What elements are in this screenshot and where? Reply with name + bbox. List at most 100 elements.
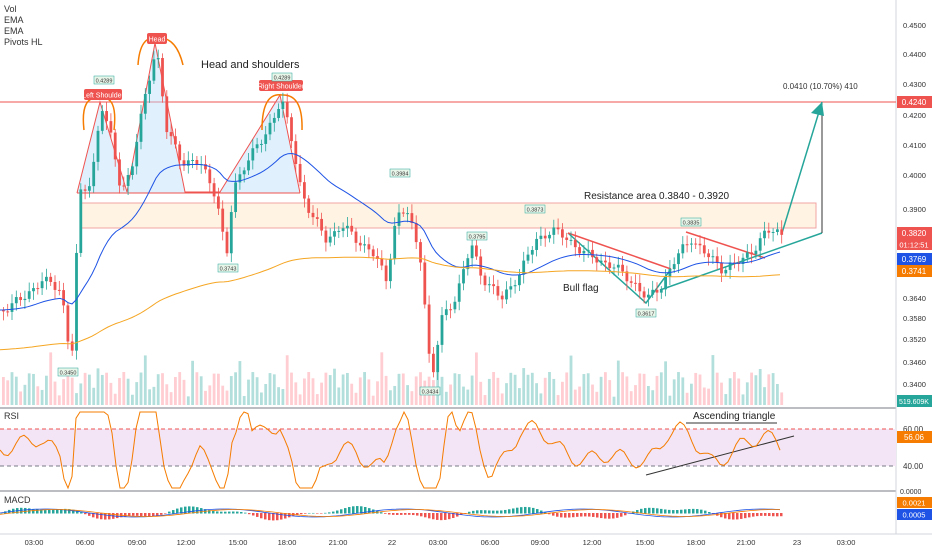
candle[interactable] bbox=[578, 247, 581, 254]
candle[interactable] bbox=[328, 236, 332, 243]
candle[interactable] bbox=[771, 231, 775, 233]
candle[interactable] bbox=[113, 132, 117, 160]
candle[interactable] bbox=[255, 144, 259, 149]
candle[interactable] bbox=[444, 309, 448, 316]
candle[interactable] bbox=[376, 256, 379, 259]
candle[interactable] bbox=[612, 267, 616, 269]
candle[interactable] bbox=[118, 159, 121, 186]
candle[interactable] bbox=[475, 245, 478, 257]
candle[interactable] bbox=[724, 269, 728, 274]
candle[interactable] bbox=[763, 230, 766, 239]
candle[interactable] bbox=[367, 244, 371, 250]
candlesticks[interactable] bbox=[2, 49, 784, 380]
candle[interactable] bbox=[57, 289, 61, 291]
candle[interactable] bbox=[234, 182, 237, 213]
candle[interactable] bbox=[49, 276, 53, 282]
candle[interactable] bbox=[561, 229, 564, 238]
candle[interactable] bbox=[100, 111, 104, 131]
candle[interactable] bbox=[358, 242, 362, 246]
candle[interactable] bbox=[423, 262, 427, 305]
candle[interactable] bbox=[707, 253, 710, 258]
candle[interactable] bbox=[131, 166, 134, 176]
candle[interactable] bbox=[470, 245, 474, 259]
candle[interactable] bbox=[595, 257, 599, 263]
candle[interactable] bbox=[505, 289, 508, 300]
candle[interactable] bbox=[122, 185, 126, 187]
candle[interactable] bbox=[238, 174, 242, 183]
candle[interactable] bbox=[741, 257, 745, 264]
candle[interactable] bbox=[487, 284, 491, 286]
candle[interactable] bbox=[758, 238, 762, 251]
candle[interactable] bbox=[371, 249, 375, 257]
candle[interactable] bbox=[315, 217, 319, 219]
candle[interactable] bbox=[204, 164, 207, 170]
candle[interactable] bbox=[406, 213, 409, 215]
candle[interactable] bbox=[143, 93, 147, 114]
candle[interactable] bbox=[264, 134, 268, 144]
candle[interactable] bbox=[333, 231, 336, 237]
candle[interactable] bbox=[681, 244, 685, 254]
candle[interactable] bbox=[40, 281, 44, 289]
candle[interactable] bbox=[664, 276, 667, 290]
projection-arrow[interactable] bbox=[781, 101, 823, 234]
candle[interactable] bbox=[83, 189, 87, 191]
candle[interactable] bbox=[500, 295, 504, 300]
candle[interactable] bbox=[174, 136, 177, 145]
bull-flag-upper[interactable] bbox=[567, 232, 672, 270]
candle[interactable] bbox=[384, 265, 388, 282]
candle[interactable] bbox=[221, 208, 225, 232]
candle[interactable] bbox=[251, 148, 255, 161]
candle[interactable] bbox=[728, 262, 732, 270]
candle[interactable] bbox=[363, 244, 366, 246]
candle[interactable] bbox=[126, 175, 130, 186]
candle[interactable] bbox=[419, 242, 422, 263]
candle[interactable] bbox=[247, 160, 250, 171]
candle[interactable] bbox=[634, 282, 637, 284]
candle[interactable] bbox=[466, 258, 470, 270]
candle[interactable] bbox=[294, 141, 298, 165]
candle[interactable] bbox=[105, 111, 108, 122]
candle[interactable] bbox=[186, 160, 190, 166]
candle[interactable] bbox=[70, 341, 74, 351]
candle[interactable] bbox=[195, 159, 199, 165]
candle[interactable] bbox=[767, 230, 771, 233]
candle[interactable] bbox=[414, 223, 418, 243]
candle[interactable] bbox=[337, 230, 341, 232]
rsi-triangle-lower[interactable] bbox=[645, 435, 795, 476]
candle[interactable] bbox=[715, 256, 719, 263]
candle[interactable] bbox=[569, 239, 573, 241]
candle[interactable] bbox=[647, 294, 650, 298]
candle[interactable] bbox=[427, 304, 431, 354]
macd-title[interactable]: MACD bbox=[4, 495, 31, 505]
candle[interactable] bbox=[27, 291, 31, 299]
candle[interactable] bbox=[380, 258, 384, 266]
candle[interactable] bbox=[711, 256, 715, 258]
candle[interactable] bbox=[152, 59, 156, 81]
candle[interactable] bbox=[350, 225, 354, 232]
candle[interactable] bbox=[6, 311, 10, 313]
candle[interactable] bbox=[354, 231, 358, 243]
candle[interactable] bbox=[565, 237, 569, 240]
candle[interactable] bbox=[651, 289, 655, 295]
candle[interactable] bbox=[346, 225, 349, 229]
indicator-pivots[interactable]: Pivots HL bbox=[4, 37, 43, 47]
candle[interactable] bbox=[14, 297, 18, 304]
candle[interactable] bbox=[62, 290, 65, 306]
head-shoulders-outline[interactable] bbox=[76, 42, 301, 194]
candle[interactable] bbox=[685, 244, 689, 246]
candle[interactable] bbox=[229, 212, 233, 254]
candle[interactable] bbox=[586, 249, 590, 251]
candle[interactable] bbox=[604, 260, 607, 263]
indicator-ema-fast[interactable]: EMA bbox=[4, 15, 24, 25]
candle[interactable] bbox=[548, 234, 551, 239]
candle[interactable] bbox=[672, 264, 676, 270]
candle[interactable] bbox=[750, 252, 753, 255]
candle[interactable] bbox=[212, 183, 216, 197]
candle[interactable] bbox=[19, 297, 22, 301]
candle[interactable] bbox=[242, 170, 246, 175]
candle[interactable] bbox=[36, 288, 40, 290]
candle[interactable] bbox=[165, 96, 169, 133]
candle[interactable] bbox=[591, 249, 594, 258]
candle[interactable] bbox=[543, 235, 547, 239]
